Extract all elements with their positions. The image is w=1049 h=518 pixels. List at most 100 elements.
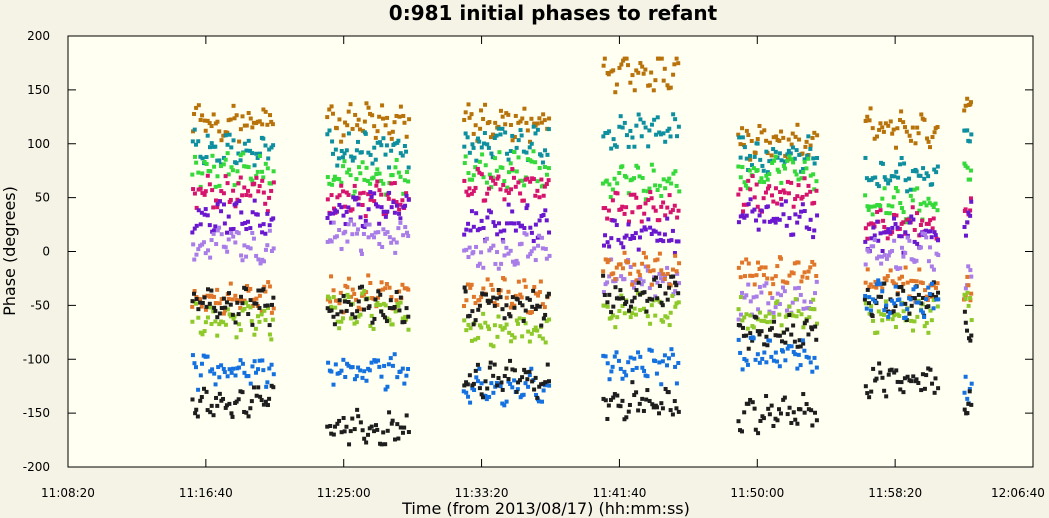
data-point [406,367,411,372]
data-point [651,405,656,410]
data-point [614,223,619,228]
data-point [785,158,790,163]
data-point [483,239,488,244]
data-point [508,122,513,127]
data-point [612,218,617,223]
data-point [788,151,793,156]
data-point [636,280,641,285]
data-point [223,405,228,410]
data-point [665,265,670,270]
data-point [814,337,819,342]
data-point [464,390,469,395]
data-point [617,170,622,175]
data-point [358,307,363,312]
data-point [932,167,937,172]
data-point [781,135,786,140]
data-point [263,303,268,308]
data-point [890,317,895,322]
data-point [461,304,466,309]
data-point [622,211,627,216]
data-point [512,378,517,383]
data-point [878,281,883,286]
data-point [790,145,795,150]
data-point [331,177,336,182]
data-point [620,376,625,381]
data-point [471,173,476,178]
data-point [463,110,468,115]
data-point [519,241,524,246]
data-point [521,149,526,154]
data-point [793,134,798,139]
data-point [514,145,519,150]
data-point [510,259,515,264]
data-point [271,143,276,148]
data-point [464,380,469,385]
data-point [480,395,485,400]
data-point [373,297,378,302]
data-point [632,236,637,241]
data-point [936,386,941,391]
data-point [904,129,909,134]
data-point [630,380,635,385]
data-point [877,127,882,132]
data-point [252,163,257,168]
data-point [256,288,261,293]
data-point [611,395,616,400]
data-point [665,271,670,276]
data-point [217,375,222,380]
data-point [882,175,887,180]
data-point [473,123,478,128]
data-point [804,225,809,230]
data-point [488,210,493,215]
data-point [267,195,272,200]
data-point [520,116,525,121]
data-point [793,286,798,291]
data-point [504,111,509,116]
data-point [398,300,403,305]
data-point [257,154,262,159]
data-point [661,200,666,205]
data-point [669,347,674,352]
data-point [260,169,265,174]
data-point [348,429,353,434]
data-point [244,148,249,153]
data-point [539,382,544,387]
data-point [889,298,894,303]
data-point [809,408,814,413]
data-point [217,158,222,163]
data-point [774,134,779,139]
data-point [603,233,608,238]
data-point [765,320,770,325]
data-point [759,176,764,181]
data-point [742,315,747,320]
data-point [512,335,517,340]
data-point [764,360,769,365]
data-point [665,179,670,184]
data-point [814,274,819,279]
data-point [605,260,610,265]
data-point [343,374,348,379]
data-point [242,123,247,128]
data-point [815,133,820,138]
data-point [236,151,241,156]
data-point [380,244,385,249]
data-point [208,255,213,260]
data-point [361,190,366,195]
data-point [382,315,387,320]
data-point [330,139,335,144]
data-point [211,309,216,314]
data-point [773,154,778,159]
data-point [254,151,259,156]
data-point [611,68,616,73]
data-point [962,309,967,314]
data-point [194,142,199,147]
data-point [502,179,507,184]
data-point [257,293,262,298]
data-point [233,293,238,298]
data-point [891,127,896,132]
data-point [636,112,641,117]
data-point [653,258,658,263]
data-point [329,104,334,109]
data-point [782,289,787,294]
data-point [516,221,521,226]
